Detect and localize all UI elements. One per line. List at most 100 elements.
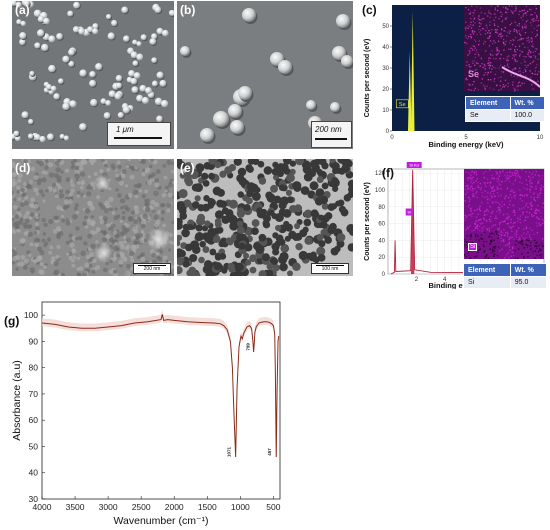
map-pixel xyxy=(464,200,467,202)
map-pixel xyxy=(471,84,474,86)
texture-dot xyxy=(41,193,45,198)
map-pixel xyxy=(471,241,474,243)
map-pixel xyxy=(525,204,527,207)
texture-dot xyxy=(138,232,144,238)
particle xyxy=(185,243,193,252)
texture-dot xyxy=(41,238,46,243)
map-pixel xyxy=(481,195,484,197)
map-pixel xyxy=(489,64,491,67)
map-pixel xyxy=(464,254,466,256)
map-pixel xyxy=(519,84,522,87)
particle xyxy=(336,239,345,248)
map-pixel xyxy=(474,223,476,225)
texture-dot xyxy=(126,263,132,269)
map-pixel xyxy=(477,186,479,188)
map-pixel xyxy=(512,246,514,248)
map-pixel xyxy=(502,41,505,43)
map-pixel xyxy=(478,22,481,24)
particle xyxy=(50,85,57,92)
map-pixel xyxy=(535,212,537,214)
map-pixel xyxy=(532,46,534,48)
map-pixel xyxy=(477,181,479,184)
particle xyxy=(293,183,302,192)
texture-dot xyxy=(88,264,93,268)
particle xyxy=(249,266,257,274)
map-pixel xyxy=(504,26,507,29)
map-pixel xyxy=(489,205,491,208)
map-pixel xyxy=(480,82,483,84)
particle xyxy=(62,55,70,63)
map-pixel xyxy=(483,28,485,30)
map-pixel xyxy=(492,246,495,248)
map-pixel xyxy=(466,235,468,237)
particle xyxy=(347,243,353,252)
texture-dot xyxy=(12,178,16,183)
map-pixel xyxy=(477,235,479,237)
map-pixel xyxy=(531,38,533,40)
map-pixel xyxy=(501,13,503,16)
texture-dot xyxy=(34,212,39,217)
map-pixel xyxy=(501,248,503,251)
map-pixel xyxy=(467,27,469,29)
map-pixel xyxy=(471,230,473,232)
map-pixel xyxy=(467,188,470,191)
map-pixel xyxy=(519,53,521,55)
particle xyxy=(272,248,280,256)
map-pixel xyxy=(538,53,540,55)
map-pixel xyxy=(540,253,543,256)
particle xyxy=(262,219,270,227)
map-pixel xyxy=(484,65,486,67)
texture-dot xyxy=(121,215,126,220)
map-pixel xyxy=(494,28,496,31)
map-pixel xyxy=(528,49,530,51)
map-pixel xyxy=(501,71,503,73)
texture-dot xyxy=(44,159,49,163)
texture-dot xyxy=(140,229,145,234)
map-pixel xyxy=(528,234,531,236)
texture-dot xyxy=(86,191,92,197)
map-pixel xyxy=(509,170,511,172)
map-pixel xyxy=(471,183,473,185)
map-pixel xyxy=(542,244,544,247)
particle xyxy=(92,28,99,35)
map-pixel xyxy=(504,180,506,182)
map-pixel xyxy=(519,70,521,72)
map-pixel xyxy=(512,204,515,206)
particle xyxy=(154,6,162,14)
map-pixel xyxy=(515,6,517,9)
map-pixel xyxy=(498,206,500,209)
map-pixel xyxy=(503,203,506,206)
texture-dot xyxy=(65,240,70,245)
particle xyxy=(255,244,265,254)
map-pixel xyxy=(483,211,485,213)
map-pixel xyxy=(526,183,528,186)
map-pixel xyxy=(500,37,502,39)
map-pixel xyxy=(508,226,510,228)
map-pixel xyxy=(473,39,476,41)
map-pixel xyxy=(472,45,474,47)
map-pixel xyxy=(514,234,516,237)
map-pixel xyxy=(529,50,531,53)
particle xyxy=(62,102,70,111)
particle xyxy=(28,118,34,125)
map-pixel xyxy=(486,178,489,181)
map-pixel xyxy=(521,25,524,27)
map-pixel xyxy=(479,182,482,185)
texture-dot xyxy=(159,250,164,254)
map-pixel xyxy=(499,170,501,173)
map-pixel xyxy=(478,245,481,248)
map-pixel xyxy=(531,213,533,216)
texture-dot xyxy=(96,195,101,200)
map-pixel xyxy=(480,23,482,25)
map-pixel xyxy=(535,222,538,224)
map-pixel xyxy=(470,209,472,212)
map-pixel xyxy=(483,245,486,248)
texture-dot xyxy=(120,173,126,179)
map-pixel xyxy=(524,68,526,70)
map-pixel xyxy=(518,23,521,25)
map-pixel xyxy=(491,187,494,190)
map-pixel xyxy=(497,77,500,79)
particle xyxy=(283,167,291,175)
texture-dot xyxy=(151,252,157,258)
map-pixel xyxy=(472,176,474,179)
